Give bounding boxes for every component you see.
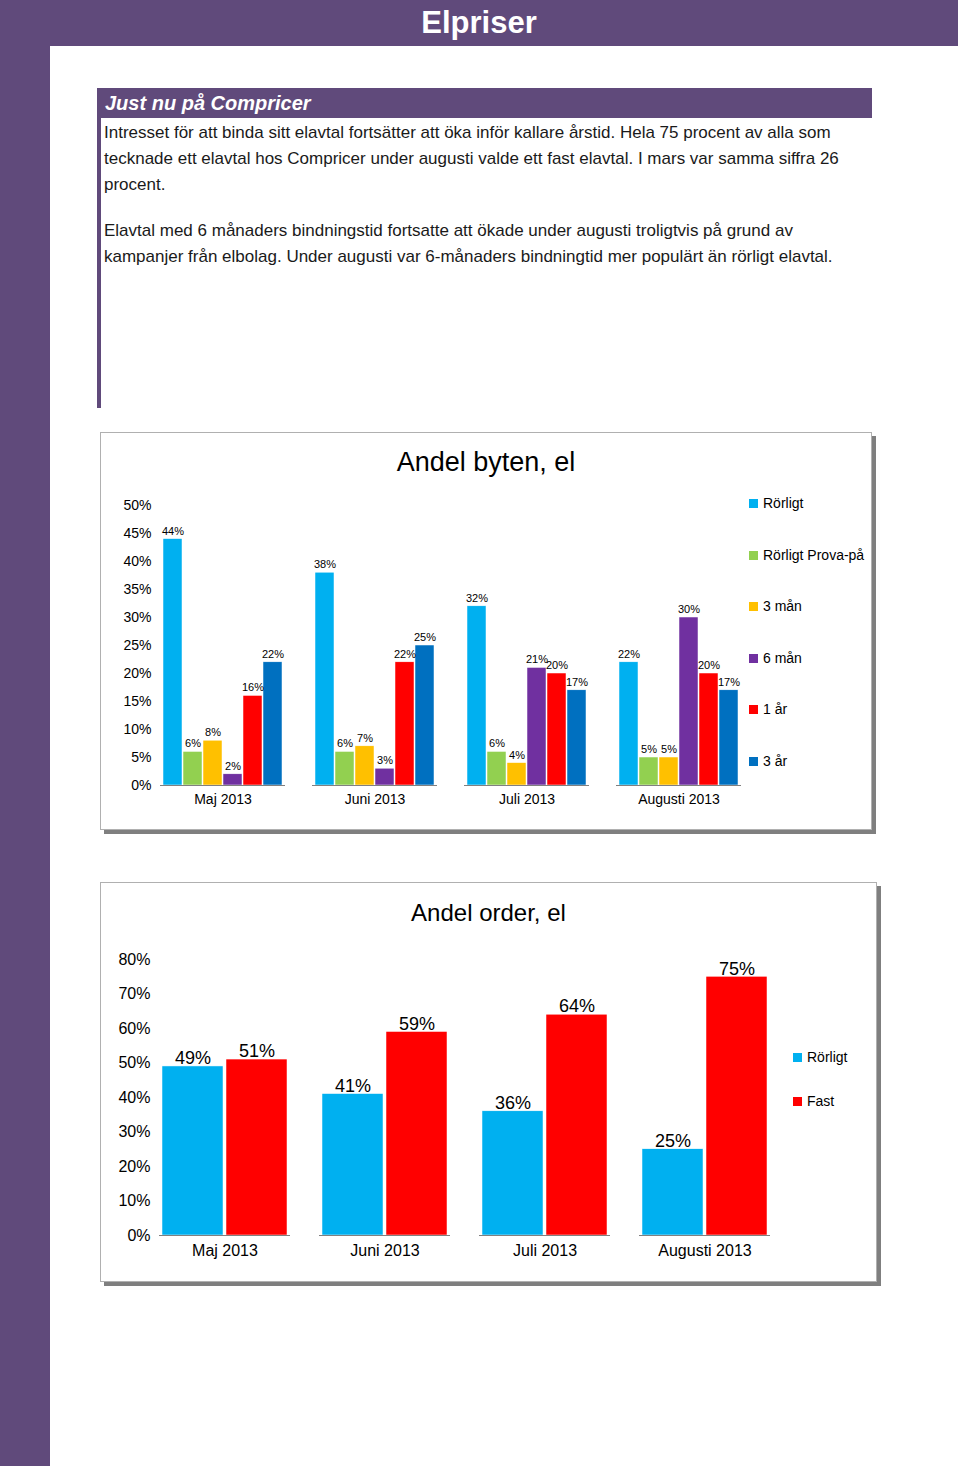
svg-text:30%: 30% [118, 1123, 150, 1140]
html-text:3 mån: 3 mån [763, 598, 802, 614]
html-text:Rörligt: Rörligt [807, 1049, 848, 1065]
svg-text:Maj 2013: Maj 2013 [194, 791, 252, 807]
svg-text:49%: 49% [175, 1048, 211, 1068]
svg-text:21%: 21% [526, 653, 548, 665]
svg-text:25%: 25% [123, 637, 151, 653]
svg-text:Juli 2013: Juli 2013 [513, 1242, 577, 1259]
svg-text:75%: 75% [719, 959, 755, 979]
svg-text:80%: 80% [118, 951, 150, 968]
svg-text:20%: 20% [698, 659, 720, 671]
svg-text:44%: 44% [162, 525, 184, 537]
svg-text:Juni 2013: Juni 2013 [350, 1242, 419, 1259]
svg-text:8%: 8% [205, 726, 221, 738]
svg-text:5%: 5% [641, 743, 657, 755]
svg-text:64%: 64% [559, 996, 595, 1016]
svg-text:2%: 2% [225, 760, 241, 772]
svg-text:6%: 6% [489, 737, 505, 749]
svg-text:3%: 3% [377, 754, 393, 766]
svg-text:40%: 40% [123, 553, 151, 569]
svg-text:36%: 36% [495, 1093, 531, 1113]
html-text:Rörligt Prova-på: Rörligt Prova-på [763, 546, 865, 563]
svg-text:30%: 30% [123, 609, 151, 625]
svg-text:Maj 2013: Maj 2013 [192, 1242, 258, 1259]
svg-text:20%: 20% [123, 665, 151, 681]
html-text:Andel byten, el: Andel byten, el [396, 447, 576, 477]
html-text:Andel order, el: Andel order, el [411, 899, 566, 926]
html-text:Rörligt: Rörligt [763, 495, 804, 511]
svg-text:20%: 20% [118, 1158, 150, 1175]
svg-text:6%: 6% [337, 737, 353, 749]
html-text:1 år: 1 år [763, 701, 788, 717]
svg-text:20%: 20% [546, 659, 568, 671]
svg-text:16%: 16% [242, 681, 264, 693]
svg-text:5%: 5% [661, 743, 677, 755]
svg-text:0%: 0% [131, 777, 151, 793]
html-text:Fast: Fast [807, 1093, 835, 1109]
svg-text:0%: 0% [127, 1227, 150, 1244]
svg-text:22%: 22% [394, 648, 416, 660]
svg-text:Juli 2013: Juli 2013 [499, 791, 555, 807]
svg-text:50%: 50% [118, 1054, 150, 1071]
svg-text:45%: 45% [123, 525, 151, 541]
svg-text:6%: 6% [185, 737, 201, 749]
svg-text:32%: 32% [466, 592, 488, 604]
html-text:6 mån: 6 mån [763, 649, 802, 666]
html-text:Intresset för att binda sitt e: Intresset för att binda sitt elavtal for… [104, 123, 839, 194]
svg-text:17%: 17% [718, 676, 740, 688]
svg-text:25%: 25% [414, 631, 436, 643]
svg-text:Juni 2013: Juni 2013 [345, 791, 406, 807]
svg-text:59%: 59% [399, 1014, 435, 1034]
svg-text:Augusti 2013: Augusti 2013 [658, 1242, 752, 1259]
svg-text:51%: 51% [239, 1041, 275, 1061]
svg-text:40%: 40% [118, 1089, 150, 1106]
html-text:Elavtal med 6 månaders bindnin: Elavtal med 6 månaders bindningstid fort… [104, 221, 833, 266]
html-text:3 år: 3 år [763, 752, 788, 769]
svg-text:70%: 70% [118, 985, 150, 1002]
html-text:Elpriser: Elpriser [421, 5, 537, 40]
svg-text:17%: 17% [566, 676, 588, 688]
svg-text:50%: 50% [123, 497, 151, 513]
svg-text:10%: 10% [123, 721, 151, 737]
svg-text:22%: 22% [618, 648, 640, 660]
svg-text:41%: 41% [335, 1076, 371, 1096]
svg-text:22%: 22% [262, 648, 284, 660]
svg-text:15%: 15% [123, 693, 151, 709]
svg-text:35%: 35% [123, 581, 151, 597]
svg-text:38%: 38% [314, 558, 336, 570]
svg-text:30%: 30% [678, 603, 700, 615]
svg-text:25%: 25% [655, 1131, 691, 1151]
svg-text:Augusti 2013: Augusti 2013 [638, 791, 720, 807]
svg-text:60%: 60% [118, 1020, 150, 1037]
svg-text:4%: 4% [509, 749, 525, 761]
svg-text:5%: 5% [131, 749, 151, 765]
svg-text:10%: 10% [118, 1192, 150, 1209]
html-text:Just nu på Compricer: Just nu på Compricer [105, 92, 311, 114]
svg-text:7%: 7% [357, 732, 373, 744]
